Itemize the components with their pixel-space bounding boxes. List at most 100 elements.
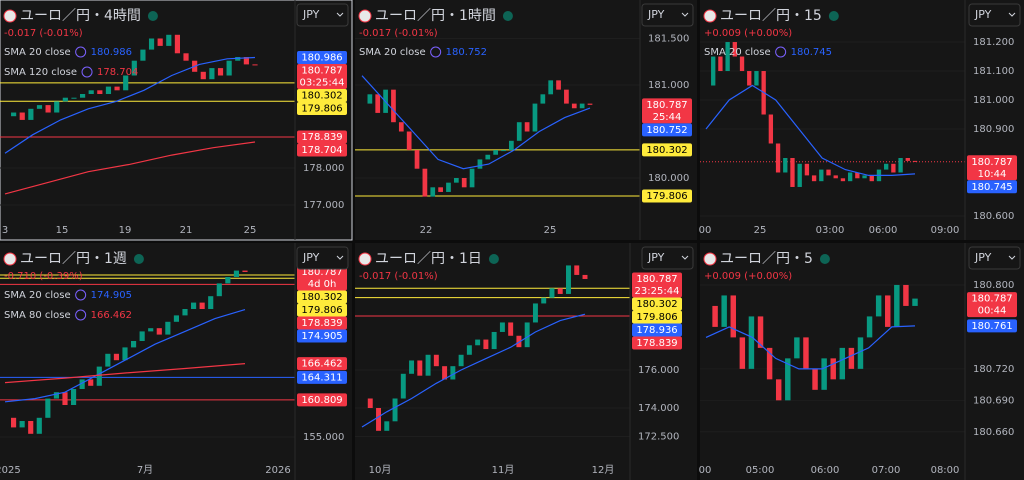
candle [425,354,431,376]
currency-label[interactable]: JPY [647,251,665,264]
y-tick-label: 180.690 [973,395,1014,406]
candle [475,339,481,346]
y-tick-label: 177.000 [303,200,344,211]
plot-area [700,284,965,433]
x-tick-label: 05:00 [746,465,775,476]
candle [53,392,59,399]
currency-chevron [1008,12,1016,17]
candle [582,274,588,279]
price-tag-label: 180.745 [971,182,1012,193]
indicator-icon[interactable] [75,46,87,58]
status-dot [147,11,158,21]
candle [509,140,514,151]
price-tag-label: 178.704 [301,145,342,156]
price-tag-countdown: 03:25:44 [300,78,345,89]
price-tag [297,102,347,116]
candle [406,131,412,151]
symbol-title: ユーロ／円・1週 [20,251,127,267]
x-tick-label: 2026 [265,465,290,476]
currency-label[interactable]: JPY [302,251,320,264]
currency-button[interactable] [641,246,694,270]
candle [45,398,51,418]
currency-label[interactable]: JPY [974,251,992,264]
x-tick-label: 10月 [369,464,392,476]
candle [450,366,456,380]
candle [857,337,864,369]
currency-button[interactable] [968,246,1021,270]
price-tag-label: 180.752 [646,125,687,136]
candle [847,172,853,182]
candle [532,303,538,323]
currency-label[interactable]: JPY [974,8,992,21]
candle [438,187,443,192]
candle [833,175,838,179]
x-tick-label: 08:00 [931,465,960,476]
candle [711,56,716,86]
candle [391,89,396,123]
candle [208,296,214,309]
y-tick-label: 181.000 [973,95,1014,106]
candle [458,354,464,367]
candle [571,103,577,109]
currency-label[interactable]: JPY [302,8,320,21]
candle [905,157,910,161]
candle [516,122,522,141]
indicator-icon[interactable] [81,66,93,78]
candle [869,175,874,182]
symbol-title: ユーロ／円・5 [720,251,813,267]
price-tag [297,51,347,65]
candle [748,316,755,369]
candle [209,68,215,80]
candle [794,337,800,359]
y-tick-label: 180.800 [973,280,1014,291]
panel-bg[interactable] [700,0,1024,240]
candle [375,94,381,113]
indicator-label: SMA 80 close [4,310,71,321]
price-tag [297,357,347,371]
currency-button[interactable] [641,3,694,27]
x-tick-label: 07:00 [872,465,901,476]
currency-button[interactable] [296,3,349,27]
candle [105,353,111,367]
candle [754,71,759,86]
candle [252,64,258,66]
candle [532,103,538,132]
indicator-line [4,141,256,195]
indicator-value: 174.905 [91,290,132,301]
currency-button[interactable] [968,3,1021,27]
status-dot [133,254,144,264]
candle [88,90,94,95]
candle [766,347,773,380]
candle [166,34,172,46]
candle [483,339,489,350]
candle [783,157,788,173]
indicator-icon[interactable] [430,46,442,58]
candle [433,354,439,367]
currency-button[interactable] [296,246,349,270]
candle [540,94,546,104]
candle [556,80,561,90]
candle [80,94,86,98]
price-tag-countdown: 4d 0h [308,279,337,290]
candle [775,379,782,401]
x-tick-label: 21 [180,225,193,236]
currency-label[interactable]: JPY [647,8,665,21]
candle [446,182,451,192]
candle [226,60,232,76]
candle [785,358,791,401]
indicator-icon[interactable] [75,289,87,301]
x-tick-label: 06:00 [869,225,898,236]
candle [45,105,51,113]
plot-area [355,265,630,438]
candle [524,122,530,132]
indicator-label: SMA 20 close [4,290,71,301]
panel-bg[interactable] [0,243,352,480]
candle [574,265,580,275]
candle [182,308,188,316]
candle [501,150,506,152]
indicator-icon[interactable] [775,46,787,58]
indicator-icon[interactable] [75,309,87,321]
y-tick-label: 180.600 [973,211,1014,222]
